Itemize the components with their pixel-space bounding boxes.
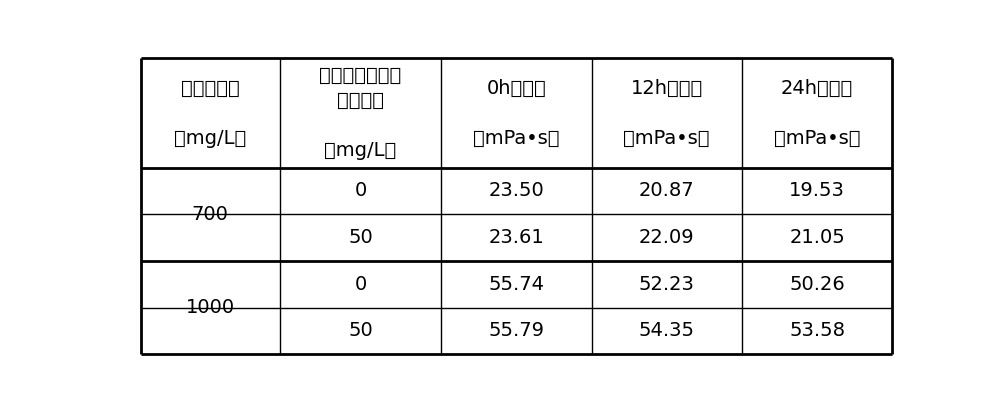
Text: 12h，粘度

（mPa•s）: 12h，粘度 （mPa•s）	[623, 78, 710, 148]
Text: 生态粘损稳定剂
母液浓度

（mg/L）: 生态粘损稳定剂 母液浓度 （mg/L）	[319, 66, 402, 160]
Text: 聚合物浓度

（mg/L）: 聚合物浓度 （mg/L）	[174, 78, 246, 148]
Text: 50: 50	[348, 228, 373, 247]
Text: 24h，粘度

（mPa•s）: 24h，粘度 （mPa•s）	[774, 78, 860, 148]
Text: 700: 700	[192, 205, 228, 224]
Text: 54.35: 54.35	[639, 322, 695, 340]
Text: 19.53: 19.53	[789, 182, 845, 200]
Text: 55.79: 55.79	[488, 322, 544, 340]
Text: 23.61: 23.61	[488, 228, 544, 247]
Text: 55.74: 55.74	[488, 275, 544, 294]
Text: 0h，粘度

（mPa•s）: 0h，粘度 （mPa•s）	[473, 78, 560, 148]
Text: 0: 0	[354, 182, 367, 200]
Text: 50.26: 50.26	[789, 275, 845, 294]
Text: 0: 0	[354, 275, 367, 294]
Text: 22.09: 22.09	[639, 228, 695, 247]
Text: 23.50: 23.50	[488, 182, 544, 200]
Text: 20.87: 20.87	[639, 182, 695, 200]
Text: 50: 50	[348, 322, 373, 340]
Text: 1000: 1000	[185, 298, 235, 317]
Text: 52.23: 52.23	[639, 275, 695, 294]
Text: 53.58: 53.58	[789, 322, 845, 340]
Text: 21.05: 21.05	[789, 228, 845, 247]
